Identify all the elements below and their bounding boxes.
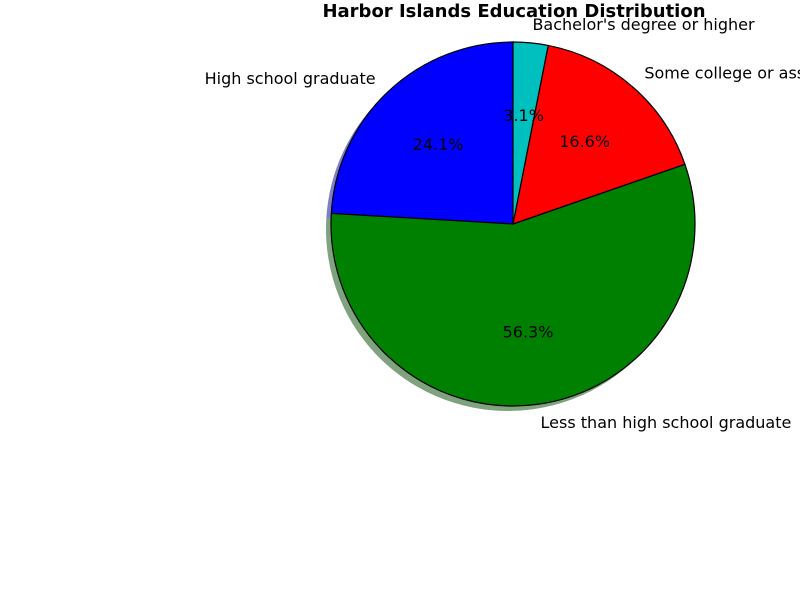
slice-labels: High school graduate Less than high schoo…: [205, 15, 800, 432]
chart-title: Harbor Islands Education Distribution: [322, 1, 705, 22]
pct-labels: 24.1% 56.3% 16.6% 3.1%: [413, 106, 610, 342]
pct-label-bachelor-s-degree-or-higher: 3.1%: [503, 106, 544, 125]
pct-label-less-than-high-school-graduate: 56.3%: [503, 323, 554, 342]
pie-slices: [330, 41, 696, 407]
pct-label-some-college-or-associate-s-degree: 16.6%: [559, 132, 610, 151]
slice-label-high-school-graduate: High school graduate: [205, 69, 376, 88]
slice-label-some-college-or-associate-s-degree: Some college or associate's degree: [644, 63, 800, 82]
pie-slice-less-than-high-school-graduate: [330, 163, 696, 407]
pie-slice-some-college-or-associate-s-degree: [512, 44, 686, 225]
pct-label-high-school-graduate: 24.1%: [413, 135, 464, 154]
pie-slice-high-school-graduate: [330, 41, 514, 225]
pie-slice-bachelor-s-degree-or-higher: [512, 41, 549, 225]
slice-label-less-than-high-school-graduate: Less than high school graduate: [541, 413, 792, 432]
slice-label-bachelor-s-degree-or-higher: Bachelor's degree or higher: [532, 15, 755, 34]
